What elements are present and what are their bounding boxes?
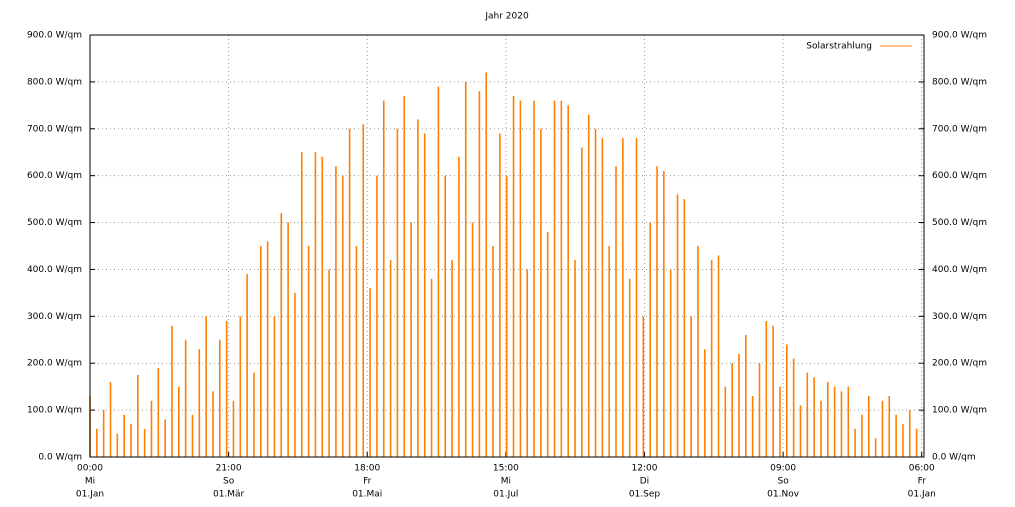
x-tick-label: 09:00 xyxy=(770,464,796,474)
y-tick-label: 900.0 W/qm xyxy=(27,31,82,41)
y-tick-label: 800.0 W/qm xyxy=(27,77,82,87)
x-tick-label: Mi xyxy=(501,477,511,487)
x-tick-label: 01.Nov xyxy=(767,490,800,500)
y2-tick-label: 600.0 W/qm xyxy=(932,171,987,181)
y-tick-label: 300.0 W/qm xyxy=(27,312,82,322)
x-tick-label: 06:00 xyxy=(909,464,935,474)
y-tick-label: 700.0 W/qm xyxy=(27,124,82,134)
y-tick-label: 0.0 W/qm xyxy=(38,453,82,463)
x-tick-label: So xyxy=(223,477,235,487)
y2-tick-label: 100.0 W/qm xyxy=(932,406,987,416)
y2-tick-label: 300.0 W/qm xyxy=(932,312,987,322)
x-tick-label: 01.Mär xyxy=(213,490,245,500)
y-tick-label: 200.0 W/qm xyxy=(27,359,82,369)
y-tick-label: 600.0 W/qm xyxy=(27,171,82,181)
x-tick-label: 01.Jul xyxy=(493,490,518,500)
x-tick-label: 12:00 xyxy=(632,464,658,474)
y2-tick-label: 900.0 W/qm xyxy=(932,31,987,41)
y-tick-label: 100.0 W/qm xyxy=(27,406,82,416)
x-tick-label: Fr xyxy=(363,477,372,487)
chart-title: Jahr 2020 xyxy=(484,12,529,22)
x-tick-label: 00:00 xyxy=(77,464,103,474)
x-tick-label: 01.Jan xyxy=(76,490,104,500)
x-tick-label: Di xyxy=(640,477,649,487)
x-tick-label: 01.Mai xyxy=(352,490,382,500)
x-tick-label: 01.Jan xyxy=(908,490,936,500)
x-tick-label: Fr xyxy=(918,477,927,487)
y2-tick-label: 500.0 W/qm xyxy=(932,218,987,228)
y2-tick-label: 200.0 W/qm xyxy=(932,359,987,369)
y-tick-label: 500.0 W/qm xyxy=(27,218,82,228)
x-tick-label: So xyxy=(777,477,789,487)
y2-tick-label: 0.0 W/qm xyxy=(932,453,976,463)
x-tick-label: 15:00 xyxy=(493,464,519,474)
y-tick-label: 400.0 W/qm xyxy=(27,265,82,275)
plot-border xyxy=(89,34,925,458)
y2-tick-label: 800.0 W/qm xyxy=(932,77,987,87)
y2-tick-label: 700.0 W/qm xyxy=(932,124,987,134)
x-tick-label: 18:00 xyxy=(354,464,380,474)
x-tick-label: Mi xyxy=(85,477,95,487)
y2-tick-label: 400.0 W/qm xyxy=(932,265,987,275)
x-tick-label: 21:00 xyxy=(216,464,242,474)
x-tick-label: 01.Sep xyxy=(629,490,661,500)
legend-label: Solarstrahlung xyxy=(806,42,872,52)
